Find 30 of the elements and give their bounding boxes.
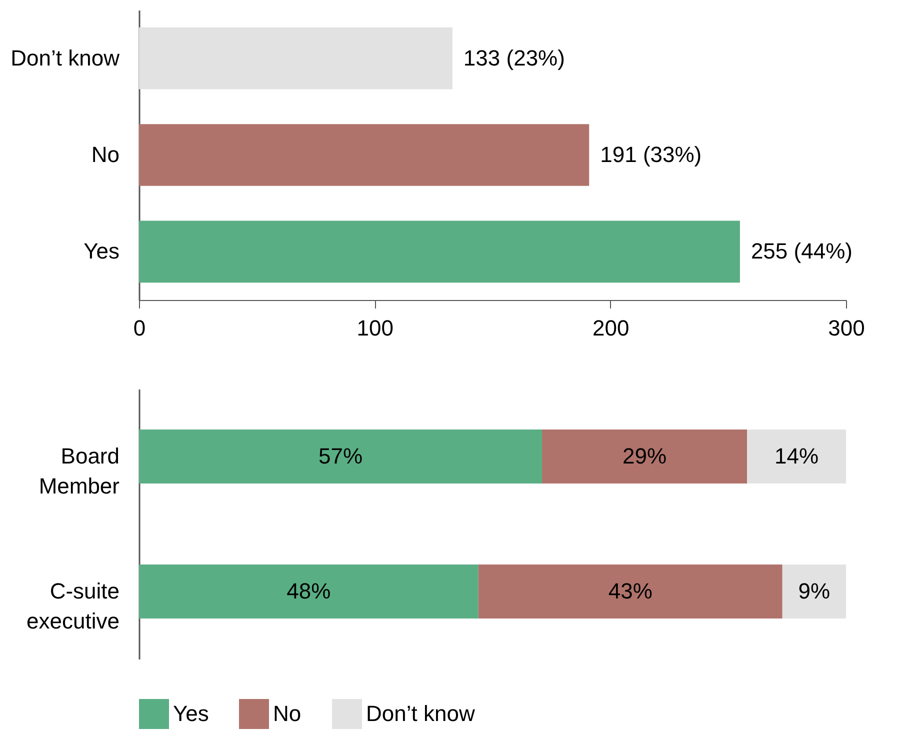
data-label: 48%: [286, 578, 331, 604]
data-label: 29%: [622, 444, 667, 468]
bar: [478, 564, 782, 618]
data-label: 43%: [608, 578, 652, 604]
data-label: 57%: [318, 444, 363, 468]
data-label: 9%: [798, 578, 830, 604]
bar: [139, 220, 740, 283]
x-tick-label: 200: [592, 316, 630, 340]
y-tick-label: Don’t know: [10, 45, 120, 70]
x-tick-label: 300: [828, 316, 865, 340]
x-tick-label: 0: [133, 316, 146, 340]
data-label: 133 (23%): [463, 45, 565, 70]
legend-label: Yes: [173, 701, 209, 726]
bar: [139, 430, 542, 484]
legend-label: Don’t know: [366, 701, 475, 726]
bar: [139, 124, 590, 186]
x-tick-label: 100: [356, 316, 394, 340]
y-tick-label: Yes: [84, 238, 120, 264]
bar: [782, 564, 846, 618]
y-tick-label: Board Member: [38, 444, 120, 498]
data-label: 191 (33%): [600, 142, 702, 167]
bar: [542, 430, 748, 484]
bar: [139, 27, 452, 90]
legend-label: No: [273, 701, 302, 726]
y-tick-label: No: [91, 142, 120, 167]
data-label: 14%: [774, 444, 819, 468]
bar: [139, 564, 478, 618]
bar: [747, 430, 846, 484]
data-label: 255 (44%): [750, 238, 852, 264]
y-tick-label: C-suite executive: [26, 578, 120, 634]
